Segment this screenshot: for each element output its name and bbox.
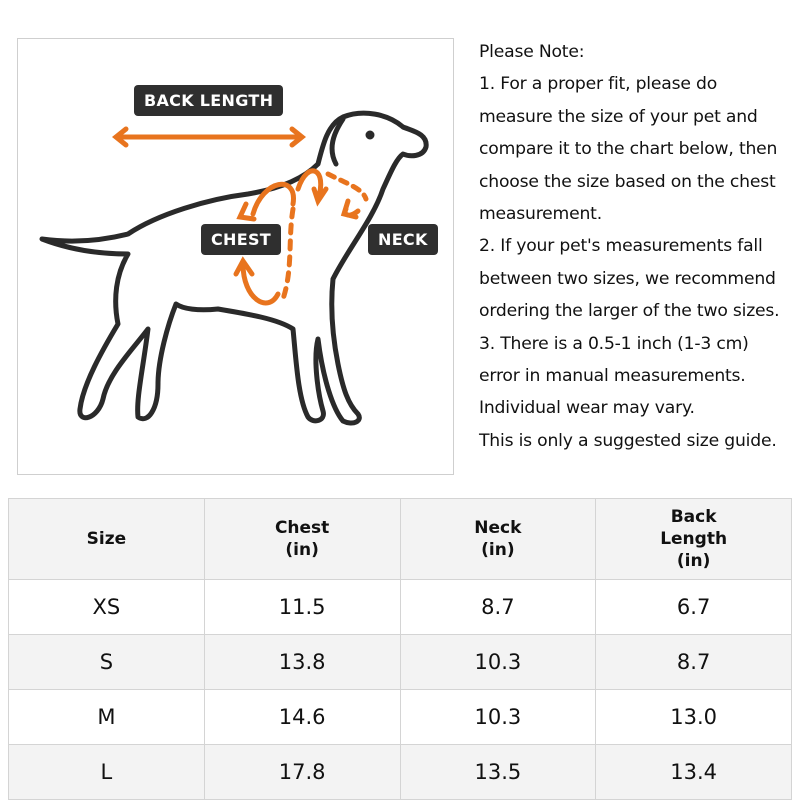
cell-chest: 11.5 (203, 579, 401, 635)
note-line: choose the size based on the chest (479, 171, 776, 192)
note-line: 2. If your pet's measurements fall (479, 236, 763, 257)
cell-back-length: 6.7 (595, 579, 792, 635)
note-line: 3. There is a 0.5-1 inch (1-3 cm) (479, 333, 749, 354)
table-header-row: Size Chest (in) Neck (in) Back Length (in) (8, 498, 792, 580)
note-line: ordering the larger of the two sizes. (479, 301, 780, 322)
dog-measurement-illustration: BACK LENGTH CHEST NECK (17, 38, 454, 475)
back-length-label: BACK LENGTH (134, 85, 284, 116)
size-chart-table: Size Chest (in) Neck (in) Back Length (in) X… (8, 498, 792, 800)
note-line: Individual wear may vary. (479, 398, 695, 419)
neck-label: NECK (368, 224, 438, 255)
header-neck: Neck (in) (399, 498, 597, 580)
cell-chest: 13.8 (203, 634, 401, 690)
cell-size: M (8, 689, 205, 745)
note-line: error in manual measurements. (479, 366, 746, 387)
cell-neck: 13.5 (399, 744, 597, 800)
header-back-length: Back Length (in) (595, 498, 792, 580)
chest-label: CHEST (201, 224, 281, 255)
cell-chest: 17.8 (203, 744, 401, 800)
note-line: measurement. (479, 204, 602, 225)
header-size: Size (8, 498, 205, 580)
note-line: measure the size of your pet and (479, 106, 758, 127)
note-line: between two sizes, we recommend (479, 268, 776, 289)
cell-size: L (8, 744, 205, 800)
cell-neck: 10.3 (399, 634, 597, 690)
header-chest: Chest (in) (203, 498, 401, 580)
cell-neck: 10.3 (399, 689, 597, 745)
note-line: 1. For a proper fit, please do (479, 74, 718, 95)
note-line: This is only a suggested size guide. (479, 430, 777, 451)
cell-back-length: 13.0 (595, 689, 792, 745)
cell-neck: 8.7 (399, 579, 597, 635)
note-line: compare it to the chart below, then (479, 139, 778, 160)
table-row: XS 11.5 8.7 6.7 (8, 579, 792, 635)
size-notes: Please Note: 1. For a proper fit, please… (479, 36, 799, 457)
table-row: M 14.6 10.3 13.0 (8, 689, 792, 745)
cell-size: XS (8, 579, 205, 635)
dog-outline-icon (39, 110, 429, 426)
cell-back-length: 13.4 (595, 744, 792, 800)
table-row: L 17.8 13.5 13.4 (8, 744, 792, 800)
cell-back-length: 8.7 (595, 634, 792, 690)
cell-size: S (8, 634, 205, 690)
table-row: S 13.8 10.3 8.7 (8, 634, 792, 690)
notes-title: Please Note: (479, 42, 585, 62)
cell-chest: 14.6 (203, 689, 401, 745)
